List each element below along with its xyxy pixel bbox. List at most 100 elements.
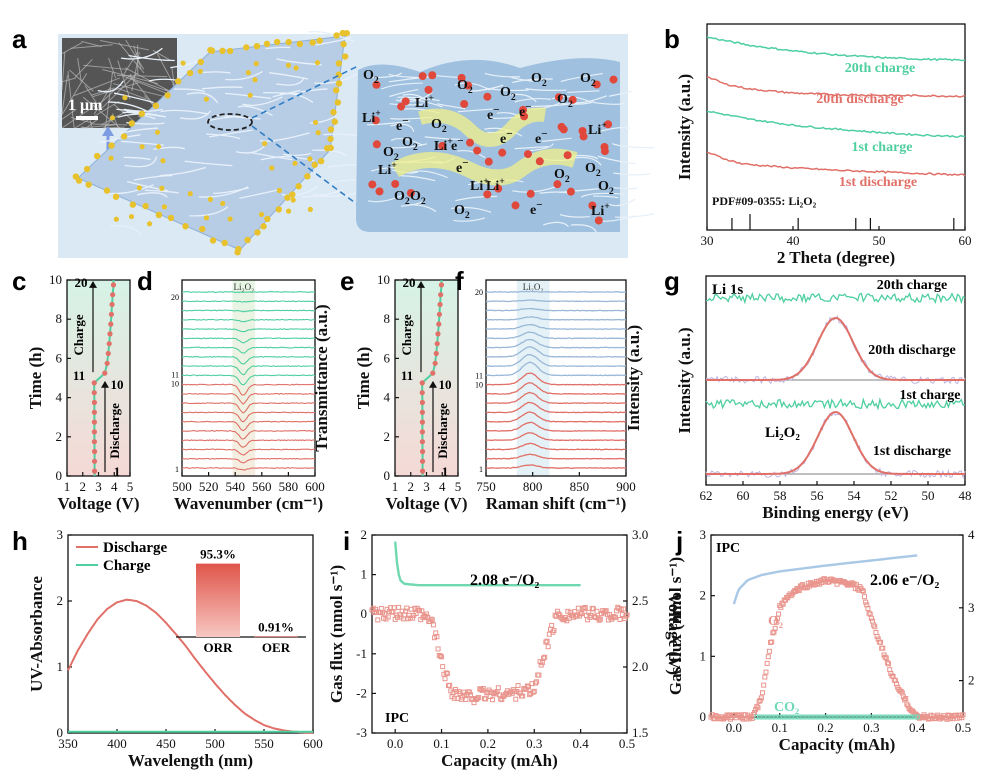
zoom-fiber — [390, 123, 415, 133]
membrane-fiber — [201, 86, 243, 90]
text-span: Li — [486, 179, 499, 194]
catalyst-particle — [243, 44, 250, 51]
panel-h: 350 400 450 500 550 600 0 1 2 3 Wavelength (nm) UV-… — [27, 527, 323, 770]
text-span: e — [396, 119, 402, 134]
flux-marker — [563, 615, 569, 621]
membrane-fiber — [133, 174, 173, 181]
co2-marker — [837, 714, 843, 720]
zoom-fiber — [391, 143, 428, 149]
superscript: + — [604, 201, 610, 212]
xrd-line — [706, 110, 966, 138]
annotation: 1 — [114, 464, 121, 479]
text-span: O — [431, 117, 442, 132]
superscript: − — [462, 157, 468, 169]
x-tick-label: 500 — [205, 736, 225, 751]
x-tick-label: 0.0 — [726, 720, 742, 735]
co2-marker — [893, 714, 899, 720]
zoom-fiber — [468, 84, 504, 92]
spectrum-line — [181, 448, 315, 456]
membrane-fiber — [301, 88, 328, 93]
membrane-fiber — [128, 54, 175, 62]
o2-particle — [438, 141, 447, 150]
arrow-head-icon — [89, 280, 97, 288]
co2-marker — [786, 714, 792, 720]
sem-fiber — [61, 108, 77, 120]
catalyst-particle — [83, 165, 91, 173]
data-point — [107, 331, 113, 337]
spectrum-line — [485, 432, 627, 442]
co2-marker — [858, 714, 864, 720]
spectrum-line — [485, 316, 627, 321]
subscript: 2 — [591, 78, 596, 89]
x-tick-label: 900 — [616, 479, 636, 494]
catalyst-particle — [207, 196, 213, 202]
o2-particle — [498, 148, 507, 157]
catalyst-particle — [186, 69, 194, 77]
x-tick-label: 0.5 — [955, 720, 971, 735]
x-axis-label: 2 Theta (degree) — [777, 248, 895, 267]
flux-marker — [763, 669, 769, 675]
catalyst-particle — [340, 41, 347, 48]
flux-marker — [772, 625, 778, 631]
y-tick-label: 2 — [700, 588, 707, 603]
o2-particle — [473, 146, 482, 155]
co2-marker — [866, 714, 872, 720]
catalyst-particle — [293, 65, 299, 71]
co2-marker — [879, 714, 885, 720]
flux-marker — [375, 617, 381, 623]
panel-b: 30 40 50 60 2 Theta (degree) Intensity (a.u.)… — [675, 23, 972, 267]
sem-fiber — [77, 58, 82, 82]
sem-fiber — [73, 77, 120, 97]
zoom-fiber — [401, 200, 424, 207]
series-label: 1st discharge — [839, 175, 917, 190]
flux-marker — [529, 681, 535, 687]
xrd-line — [706, 151, 966, 177]
stack-label: 1 — [479, 465, 483, 474]
membrane-fiber — [237, 105, 273, 117]
o2-particle — [494, 184, 503, 193]
flux-marker — [883, 655, 889, 661]
inset-value-label: 0.91% — [258, 619, 294, 634]
sem-fiber — [69, 69, 94, 92]
y-tick-label: 6 — [56, 350, 63, 365]
flux-marker — [429, 617, 435, 623]
text-span: O — [531, 71, 542, 86]
data-point — [91, 399, 98, 406]
catalyst-particle — [221, 239, 228, 247]
x-tick-label: 30 — [701, 233, 714, 248]
sem-fiber — [74, 58, 93, 78]
data-point — [432, 360, 438, 366]
flux-marker — [447, 682, 453, 688]
co2-marker — [789, 714, 795, 720]
zoom-fiber — [541, 137, 572, 142]
highlight-band — [232, 280, 256, 476]
flux-marker — [440, 664, 446, 670]
series-label: 20th discharge — [816, 92, 904, 107]
spectrum-line — [485, 421, 627, 432]
x-tick-label: 50 — [922, 488, 935, 503]
text-span: Li — [591, 204, 604, 219]
text-span: O — [363, 68, 374, 83]
membrane-fiber — [136, 192, 168, 198]
co2-marker — [797, 714, 803, 720]
data-point — [110, 292, 116, 298]
membrane-fiber — [179, 110, 212, 120]
o2-particle — [371, 116, 380, 125]
data-point — [436, 311, 443, 317]
zoom-fiber — [402, 93, 428, 103]
data-point — [105, 350, 111, 357]
data-point — [419, 458, 426, 464]
flux-marker — [868, 615, 874, 621]
y-tick-label: 2 — [56, 429, 63, 444]
data-point — [108, 311, 115, 317]
x-axis-label: Capacity (mAh) — [779, 735, 896, 754]
voltage-line — [732, 554, 918, 605]
x-tick-label: 520 — [199, 479, 219, 494]
stack-label: 10 — [475, 381, 483, 390]
x-tick-label: 0.3 — [863, 720, 879, 735]
flux-marker — [873, 630, 879, 636]
membrane-fiber — [242, 96, 283, 106]
spectrum-line — [181, 318, 316, 323]
species-label: e−​ — [396, 115, 409, 134]
